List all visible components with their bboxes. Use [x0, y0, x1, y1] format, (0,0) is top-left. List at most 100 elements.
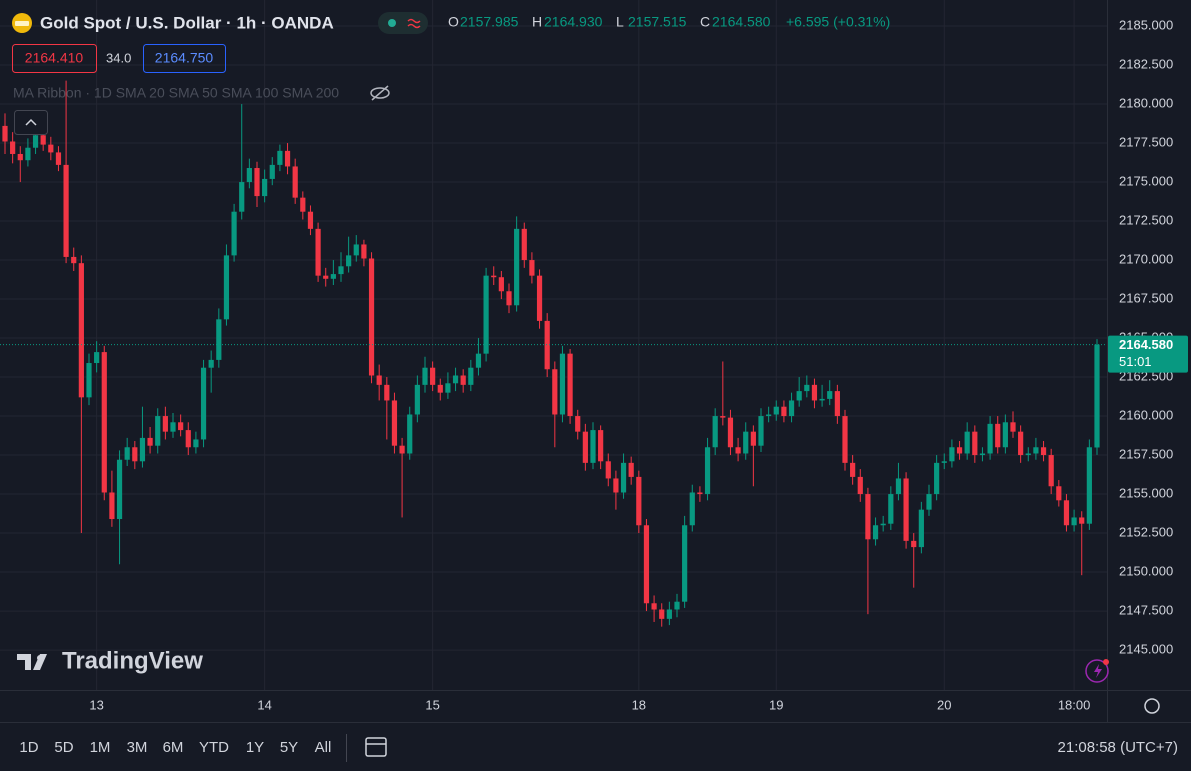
candle-body: [1010, 422, 1016, 432]
candle-body: [262, 178, 268, 197]
status-dot: [388, 19, 396, 27]
range-button[interactable]: 5Y: [280, 739, 298, 756]
candle-body: [277, 150, 283, 165]
candle-body: [567, 353, 573, 417]
candle-body: [162, 416, 168, 432]
candle-body: [254, 168, 260, 197]
candle-body: [605, 461, 611, 479]
candle-body: [330, 274, 336, 279]
calendar: [365, 737, 387, 757]
candle-body: [437, 384, 443, 393]
candle-body: [116, 459, 123, 520]
hide-icon[interactable]: [370, 85, 390, 101]
candle-body: [346, 255, 352, 267]
indicator-legend: MA Ribbon · 1D SMA 20 SMA 50 SMA 100 SMA…: [13, 85, 339, 101]
bid-price: 2164.410: [25, 50, 84, 66]
candle-body: [430, 367, 436, 385]
candle-body: [850, 462, 856, 477]
candle-body: [338, 266, 344, 275]
candle-body: [124, 447, 130, 460]
candle-body: [63, 164, 69, 257]
candle-body: [376, 375, 382, 385]
candle-body: [804, 384, 810, 392]
range-button[interactable]: YTD: [199, 739, 229, 756]
x-tick-label: 14: [257, 697, 271, 712]
y-tick-label: 2177.500: [1119, 134, 1173, 149]
candle-body: [636, 476, 642, 526]
candle-body: [315, 228, 321, 276]
range-button[interactable]: 3M: [127, 739, 148, 756]
candle-body: [239, 182, 245, 212]
candle-body: [208, 359, 214, 368]
settings-icon[interactable]: [1144, 698, 1160, 714]
range-button[interactable]: All: [315, 739, 332, 756]
last-price-label: 2164.580: [1119, 337, 1173, 352]
alert-icon[interactable]: [1085, 659, 1109, 683]
candle-body: [895, 478, 902, 495]
y-tick-label: 2147.500: [1119, 603, 1173, 618]
ohlc-key: O: [448, 14, 459, 30]
candle-body: [361, 244, 367, 259]
candle-body: [139, 437, 146, 462]
candle-body: [544, 320, 550, 370]
candle-body: [155, 416, 161, 446]
candle-body: [628, 462, 634, 477]
candle-body: [720, 416, 726, 418]
candle-body: [101, 352, 107, 493]
candle-body: [704, 447, 711, 495]
symbol-title: Gold Spot / U.S. Dollar · 1h · OANDA: [40, 13, 334, 32]
candle-body: [32, 135, 39, 148]
date-range-icon[interactable]: [365, 737, 387, 757]
candle-body: [643, 525, 650, 604]
candle-body: [1094, 344, 1100, 448]
candle-body: [1025, 453, 1031, 456]
range-button[interactable]: 5D: [54, 739, 73, 756]
eye-slash: [371, 85, 389, 101]
countdown: 51:01: [1119, 354, 1152, 369]
change: +6.595 (+0.31%): [786, 14, 890, 30]
candle-body: [460, 375, 466, 385]
candle-body: [590, 430, 596, 463]
watermark: TradingView: [62, 647, 203, 674]
y-tick-label: 2150.000: [1119, 563, 1173, 578]
range-button[interactable]: 1Y: [246, 739, 264, 756]
candle-body: [536, 275, 543, 321]
candle-body: [185, 430, 191, 448]
candle-body: [529, 260, 535, 276]
candle-body: [972, 431, 978, 456]
candle-body: [750, 431, 756, 446]
range-button[interactable]: 1D: [19, 739, 38, 756]
candle-body: [514, 228, 520, 306]
y-tick-label: 2160.000: [1119, 407, 1173, 422]
ask-box[interactable]: [143, 44, 226, 73]
collapse-button[interactable]: [14, 110, 48, 135]
candle-body: [781, 406, 787, 417]
ohlc-value: 2157.515: [628, 14, 687, 30]
candle-body: [445, 383, 451, 393]
candle-body: [48, 144, 54, 153]
candle-body: [78, 263, 84, 398]
y-tick-label: 2180.000: [1119, 95, 1173, 110]
range-button[interactable]: 6M: [163, 739, 184, 756]
candle-body: [811, 384, 818, 401]
candle-body: [231, 211, 237, 256]
status-badge[interactable]: [378, 12, 428, 34]
range-button[interactable]: 1M: [90, 739, 111, 756]
ohlc-key: C: [700, 14, 710, 30]
x-tick-label: 18:00: [1058, 697, 1091, 712]
candle-body: [498, 277, 504, 292]
status-wave: [407, 18, 421, 29]
ohlc-key: L: [616, 14, 624, 30]
x-tick-label: 15: [425, 697, 439, 712]
candle-body: [888, 494, 894, 524]
candle-body: [109, 492, 115, 520]
candle-body: [1040, 447, 1047, 456]
candle-body: [1002, 422, 1008, 448]
alert-dot: [1103, 659, 1109, 665]
candle-body: [284, 150, 291, 167]
bid-box[interactable]: [12, 44, 97, 73]
candle-body: [422, 367, 428, 385]
candle-body: [689, 492, 695, 526]
